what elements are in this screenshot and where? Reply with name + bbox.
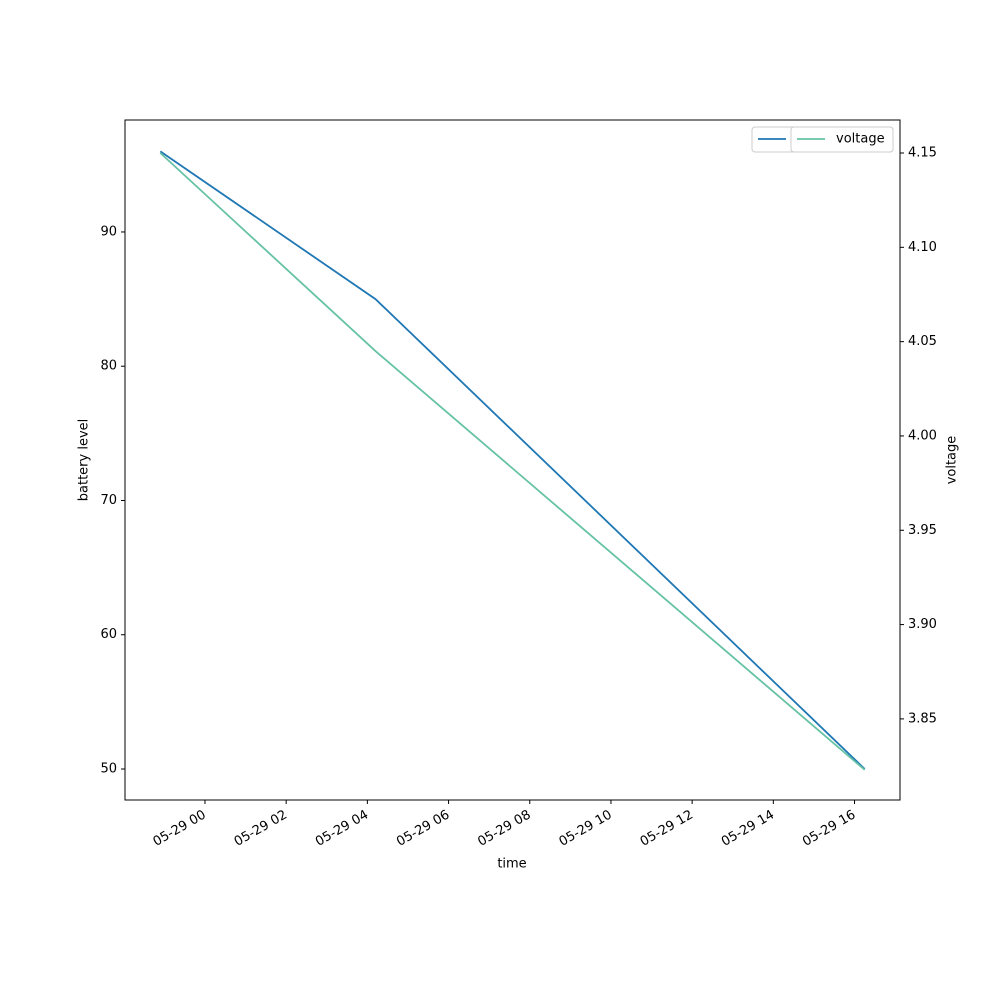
y-tick-label: 50 [100,761,117,776]
x-tick-label: 05-29 16 [800,808,858,850]
y-tick-label: 80 [100,359,117,374]
y-tick-label: 70 [100,493,117,508]
y-tick-label: 60 [100,627,117,642]
y2-tick-label: 3.95 [908,523,937,538]
y2-tick-label: 4.15 [908,146,937,161]
y2-tick-label: 4.05 [908,334,937,349]
x-tick-label: 05-29 04 [313,808,371,850]
x-tick-label: 05-29 14 [719,808,777,850]
x-tick-label: 05-29 08 [475,808,533,850]
y2-tick-label: 3.85 [908,711,937,726]
x-axis-label: time [497,857,526,872]
x-tick-label: 05-29 02 [232,808,290,850]
legend-label: voltage [836,132,885,147]
y2-tick-label: 3.90 [908,617,937,632]
plot-frame [124,119,901,801]
y2-tick-label: 4.00 [908,428,937,443]
x-tick-label: 05-29 00 [151,808,209,850]
x-tick-label: 05-29 06 [394,808,452,850]
line [159,150,866,770]
x-tick-label: 05-29 12 [638,808,696,850]
y2-tick-label: 4.10 [908,240,937,255]
x-tick-label: 05-29 10 [557,808,615,850]
y2-axis-label: voltage [945,436,960,485]
legend-box [790,126,894,153]
y-tick-label: 90 [100,224,117,239]
y-axis-label: battery level [77,419,92,502]
line [159,152,866,771]
